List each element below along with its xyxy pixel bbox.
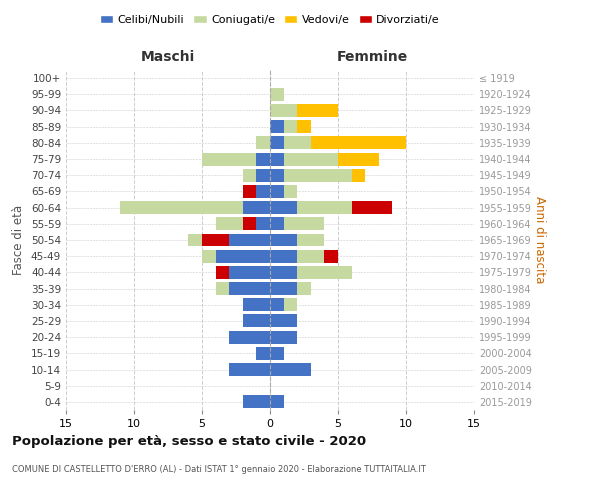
Bar — [270, 396, 284, 408]
Bar — [284, 152, 338, 166]
Bar — [270, 104, 297, 117]
Bar — [229, 363, 270, 376]
Bar — [297, 104, 338, 117]
Bar — [229, 330, 270, 344]
Bar — [243, 314, 270, 328]
Bar — [229, 266, 270, 279]
Bar — [243, 396, 270, 408]
Bar — [270, 250, 297, 262]
Bar — [256, 169, 270, 181]
Bar — [270, 266, 297, 279]
Bar — [297, 250, 325, 262]
Y-axis label: Fasce di età: Fasce di età — [13, 205, 25, 275]
Bar — [256, 218, 270, 230]
Bar — [121, 201, 243, 214]
Bar — [188, 234, 229, 246]
Bar — [243, 185, 256, 198]
Bar — [311, 136, 406, 149]
Bar — [270, 282, 297, 295]
Bar — [270, 330, 297, 344]
Legend: Celibi/Nubili, Coniugati/e, Vedovi/e, Divorziati/e: Celibi/Nubili, Coniugati/e, Vedovi/e, Di… — [95, 10, 445, 29]
Bar — [243, 218, 256, 230]
Bar — [297, 266, 352, 279]
Bar — [284, 120, 297, 133]
Bar — [270, 136, 284, 149]
Bar — [284, 218, 325, 230]
Bar — [297, 282, 311, 295]
Bar — [270, 298, 284, 311]
Bar — [256, 136, 270, 149]
Bar — [352, 169, 365, 181]
Bar — [270, 185, 284, 198]
Bar — [270, 169, 284, 181]
Bar — [243, 169, 256, 181]
Bar — [270, 218, 284, 230]
Bar — [270, 120, 284, 133]
Bar — [338, 152, 379, 166]
Bar — [243, 201, 270, 214]
Bar — [243, 298, 270, 311]
Bar — [243, 185, 256, 198]
Bar — [215, 266, 229, 279]
Bar — [284, 185, 297, 198]
Bar — [215, 218, 256, 230]
Bar — [284, 169, 352, 181]
Bar — [297, 120, 311, 133]
Bar — [270, 347, 284, 360]
Bar — [270, 152, 284, 166]
Bar — [284, 298, 297, 311]
Bar — [256, 347, 270, 360]
Y-axis label: Anni di nascita: Anni di nascita — [533, 196, 545, 284]
Bar — [202, 152, 256, 166]
Bar — [229, 234, 270, 246]
Bar — [297, 234, 325, 246]
Text: Popolazione per età, sesso e stato civile - 2020: Popolazione per età, sesso e stato civil… — [12, 435, 366, 448]
Bar — [270, 201, 297, 214]
Text: Femmine: Femmine — [337, 50, 407, 64]
Bar — [202, 234, 229, 246]
Bar — [215, 266, 229, 279]
Bar — [215, 250, 270, 262]
Bar — [270, 88, 284, 101]
Bar — [256, 185, 270, 198]
Bar — [215, 282, 229, 295]
Bar — [352, 201, 392, 214]
Text: COMUNE DI CASTELLETTO D'ERRO (AL) - Dati ISTAT 1° gennaio 2020 - Elaborazione TU: COMUNE DI CASTELLETTO D'ERRO (AL) - Dati… — [12, 465, 426, 474]
Bar — [202, 250, 215, 262]
Bar — [297, 201, 352, 214]
Bar — [270, 314, 297, 328]
Bar — [284, 136, 311, 149]
Bar — [325, 250, 338, 262]
Bar — [229, 282, 270, 295]
Bar — [256, 152, 270, 166]
Bar — [270, 363, 311, 376]
Text: Maschi: Maschi — [141, 50, 195, 64]
Bar — [270, 234, 297, 246]
